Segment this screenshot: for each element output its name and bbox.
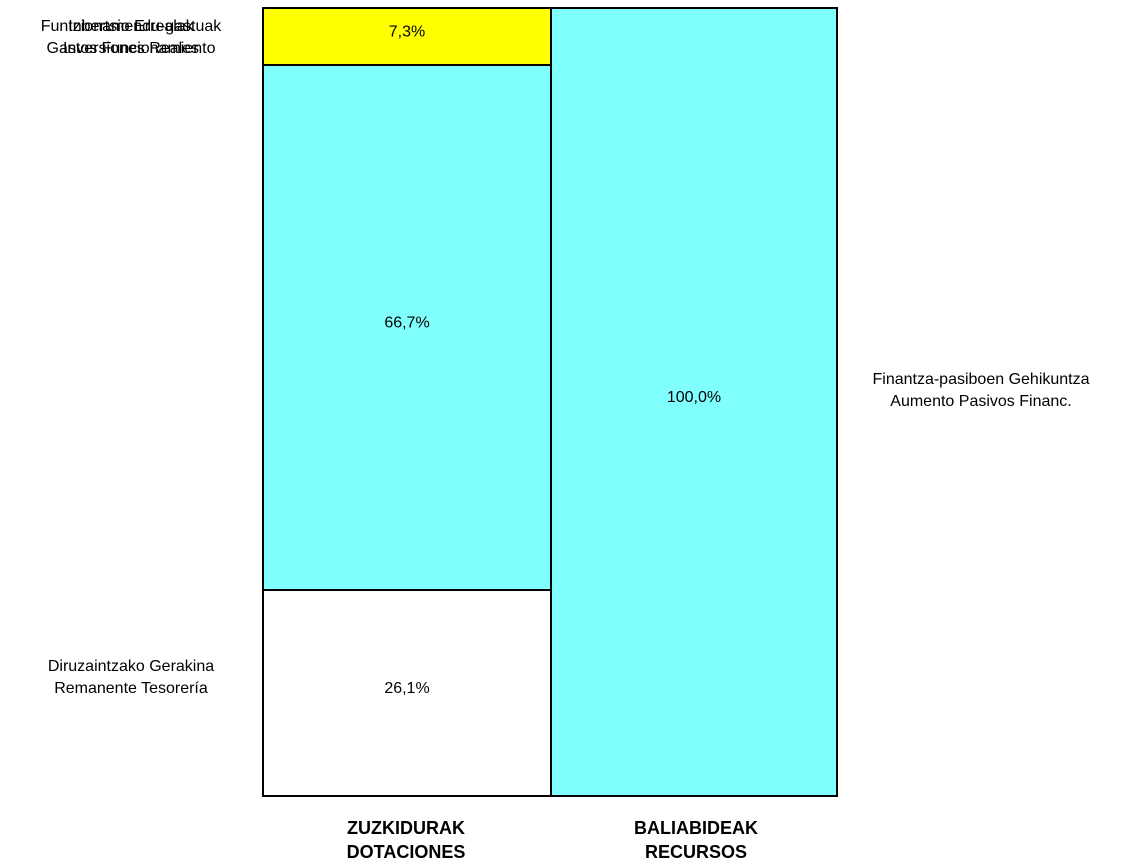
series-label-inbertsio-errealak-line1: Inbertsio Errealak [68, 18, 194, 35]
series-label-finantza-pasiboen-gehikuntza-line2: Aumento Pasivos Financ. [890, 393, 1071, 410]
series-label-inbertsio-errealak-line2: Inversiones Reales [63, 40, 199, 57]
bar-segment-finantza-pasiboen-gehikuntza [550, 7, 838, 797]
bar-segment-diruzaintzako-gerakina [262, 589, 552, 797]
category-label-zuzkidurak-line2: DOTACIONES [347, 842, 466, 862]
value-label-diruzaintzako-gerakina: 26,1% [384, 680, 429, 697]
bar-segment-funtzionamendu-gastuak [262, 7, 552, 66]
category-label-baliabideak-line2: RECURSOS [645, 842, 747, 862]
series-label-finantza-pasiboen-gehikuntza-line1: Finantza-pasiboen Gehikuntza [872, 371, 1089, 388]
value-label-funtzionamendu-gastuak: 7,3% [389, 24, 425, 41]
series-label-funtzionamendu-gastuak-line1: Funtzionamendu-gastuak [41, 18, 223, 35]
category-label-baliabideak-line1: BALIABIDEAK [634, 818, 758, 838]
bar-segments [262, 7, 838, 797]
bar-segment-inbertsio-errealak [262, 64, 552, 591]
segment-value-labels: 26,1% 66,7% 7,3% 100,0% [384, 24, 721, 698]
value-label-finantza-pasiboen-gehikuntza: 100,0% [667, 389, 721, 406]
category-labels: ZUZKIDURAK DOTACIONES BALIABIDEAK RECURSOS [347, 818, 758, 862]
series-label-funtzionamendu-gastuak-line2: Gastos Funcionamiento [47, 40, 216, 57]
series-label-diruzaintzako-gerakina-line2: Remanente Tesorería [54, 680, 208, 697]
value-label-inbertsio-errealak: 66,7% [384, 315, 429, 332]
category-label-zuzkidurak-line1: ZUZKIDURAK [347, 818, 465, 838]
series-label-diruzaintzako-gerakina-line1: Diruzaintzako Gerakina [48, 658, 214, 675]
series-labels: Diruzaintzako Gerakina Remanente Tesorerí… [41, 18, 1090, 697]
